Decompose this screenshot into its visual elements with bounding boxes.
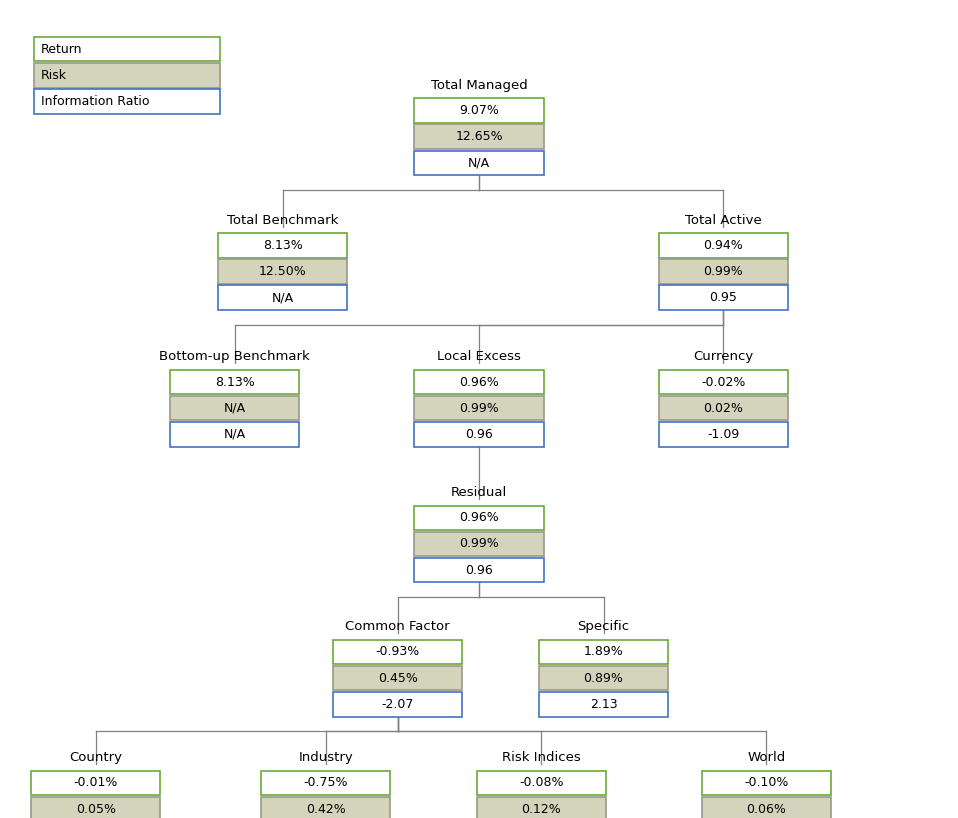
Text: Currency: Currency	[694, 350, 753, 363]
Text: Industry: Industry	[298, 751, 354, 764]
FancyBboxPatch shape	[217, 285, 347, 310]
Text: 2.13: 2.13	[590, 698, 617, 711]
FancyBboxPatch shape	[414, 506, 543, 530]
Text: Information Ratio: Information Ratio	[41, 95, 149, 108]
FancyBboxPatch shape	[658, 370, 787, 394]
FancyBboxPatch shape	[658, 259, 787, 284]
Text: -1.09: -1.09	[707, 428, 740, 441]
Text: 0.06%: 0.06%	[746, 802, 787, 816]
FancyBboxPatch shape	[34, 37, 220, 61]
Text: Specific: Specific	[578, 620, 629, 633]
Text: Residual: Residual	[451, 486, 507, 499]
FancyBboxPatch shape	[476, 797, 605, 818]
FancyBboxPatch shape	[217, 233, 347, 258]
Text: 0.99%: 0.99%	[459, 537, 499, 551]
Text: Total Managed: Total Managed	[431, 79, 527, 92]
Text: 0.96%: 0.96%	[459, 375, 499, 389]
FancyBboxPatch shape	[170, 370, 299, 394]
Text: 12.65%: 12.65%	[455, 130, 503, 143]
FancyBboxPatch shape	[34, 63, 220, 88]
FancyBboxPatch shape	[701, 797, 831, 818]
FancyBboxPatch shape	[538, 692, 669, 717]
Text: 0.02%: 0.02%	[703, 402, 743, 415]
FancyBboxPatch shape	[658, 233, 787, 258]
Text: -2.07: -2.07	[381, 698, 414, 711]
Text: 8.13%: 8.13%	[262, 239, 303, 252]
Text: 0.12%: 0.12%	[521, 802, 561, 816]
FancyBboxPatch shape	[217, 259, 347, 284]
Text: Risk Indices: Risk Indices	[502, 751, 581, 764]
FancyBboxPatch shape	[170, 396, 299, 420]
FancyBboxPatch shape	[414, 532, 543, 556]
Text: N/A: N/A	[468, 156, 490, 169]
FancyBboxPatch shape	[538, 666, 669, 690]
FancyBboxPatch shape	[658, 422, 787, 447]
Text: -0.01%: -0.01%	[74, 776, 118, 789]
Text: 9.07%: 9.07%	[459, 104, 499, 117]
Text: -0.08%: -0.08%	[519, 776, 563, 789]
Text: N/A: N/A	[223, 428, 246, 441]
FancyBboxPatch shape	[261, 771, 391, 795]
FancyBboxPatch shape	[332, 692, 462, 717]
Text: 8.13%: 8.13%	[215, 375, 255, 389]
Text: Common Factor: Common Factor	[345, 620, 450, 633]
Text: Risk: Risk	[41, 69, 67, 82]
Text: 0.95: 0.95	[709, 291, 738, 304]
FancyBboxPatch shape	[701, 771, 831, 795]
Text: -0.02%: -0.02%	[701, 375, 745, 389]
FancyBboxPatch shape	[31, 797, 160, 818]
FancyBboxPatch shape	[414, 558, 543, 582]
FancyBboxPatch shape	[332, 666, 462, 690]
Text: N/A: N/A	[223, 402, 246, 415]
FancyBboxPatch shape	[414, 396, 543, 420]
Text: -0.75%: -0.75%	[304, 776, 348, 789]
Text: Country: Country	[69, 751, 123, 764]
FancyBboxPatch shape	[414, 98, 543, 123]
Text: 0.05%: 0.05%	[76, 802, 116, 816]
Text: 0.94%: 0.94%	[703, 239, 743, 252]
FancyBboxPatch shape	[170, 422, 299, 447]
FancyBboxPatch shape	[658, 285, 787, 310]
Text: 0.42%: 0.42%	[306, 802, 346, 816]
Text: World: World	[747, 751, 786, 764]
Text: 0.99%: 0.99%	[703, 265, 743, 278]
Text: Local Excess: Local Excess	[437, 350, 521, 363]
FancyBboxPatch shape	[414, 370, 543, 394]
Text: 0.96%: 0.96%	[459, 511, 499, 524]
FancyBboxPatch shape	[414, 422, 543, 447]
Text: Total Active: Total Active	[685, 213, 762, 227]
FancyBboxPatch shape	[34, 89, 220, 114]
Text: 12.50%: 12.50%	[259, 265, 307, 278]
Text: -0.10%: -0.10%	[744, 776, 788, 789]
Text: 0.89%: 0.89%	[583, 672, 624, 685]
FancyBboxPatch shape	[414, 151, 543, 175]
Text: 1.89%: 1.89%	[583, 645, 624, 658]
Text: 0.96: 0.96	[466, 428, 492, 441]
Text: -0.93%: -0.93%	[376, 645, 420, 658]
Text: Bottom-up Benchmark: Bottom-up Benchmark	[159, 350, 310, 363]
Text: 0.45%: 0.45%	[377, 672, 418, 685]
FancyBboxPatch shape	[414, 124, 543, 149]
FancyBboxPatch shape	[658, 396, 787, 420]
FancyBboxPatch shape	[538, 640, 669, 664]
FancyBboxPatch shape	[332, 640, 462, 664]
Text: 0.96: 0.96	[466, 564, 492, 577]
Text: Total Benchmark: Total Benchmark	[227, 213, 338, 227]
FancyBboxPatch shape	[261, 797, 391, 818]
Text: Return: Return	[41, 43, 82, 56]
FancyBboxPatch shape	[31, 771, 160, 795]
Text: N/A: N/A	[271, 291, 294, 304]
FancyBboxPatch shape	[476, 771, 605, 795]
Text: 0.99%: 0.99%	[459, 402, 499, 415]
